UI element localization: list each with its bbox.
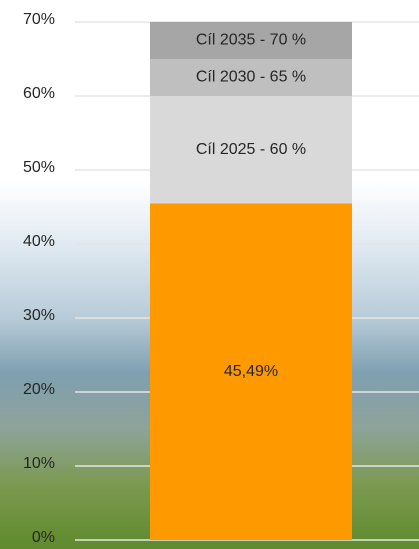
y-tick-label: 0% [32, 529, 55, 546]
y-tick-label: 30% [23, 307, 55, 324]
y-tick-label: 50% [23, 159, 55, 176]
segment-label: Cíl 2030 - 65 % [196, 69, 306, 86]
y-tick-label: 40% [23, 233, 55, 250]
y-tick-label: 10% [23, 455, 55, 472]
chart: 0% 10% 20% 30% 40% 50% 60% 70% 45,49% Cíl 2025 - … [0, 0, 419, 549]
y-tick-label: 60% [23, 85, 55, 102]
y-tick-label: 20% [23, 381, 55, 398]
y-tick-label: 70% [23, 11, 55, 28]
data-label: 45,49% [224, 363, 278, 380]
segment-label: Cíl 2025 - 60 % [196, 141, 306, 158]
segment-label: Cíl 2035 - 70 % [196, 32, 306, 49]
